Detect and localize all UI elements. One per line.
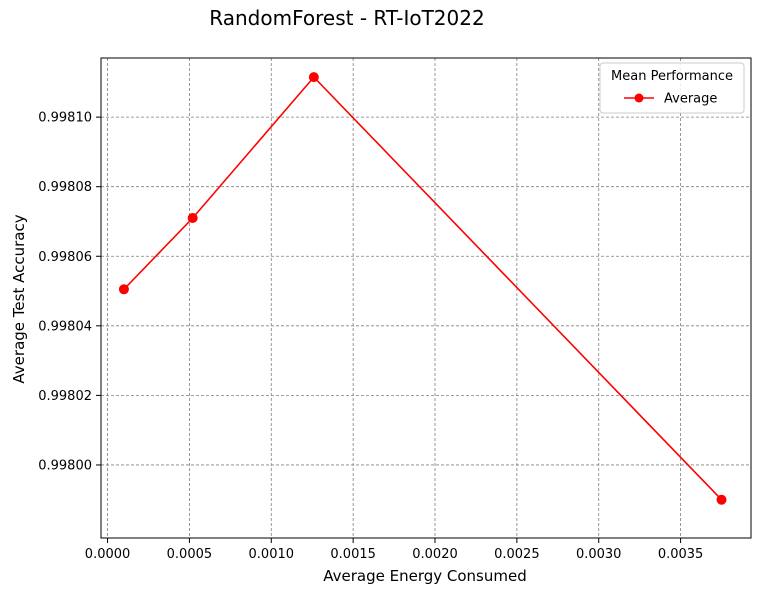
data-point [118,284,129,295]
x-tick-label: 0.0030 [576,547,622,562]
x-axis-ticks: 0.0000 0.0005 0.0010 0.0015 0.0020 0.0025 0.00… [85,538,704,562]
data-point [308,72,319,83]
y-axis-ticks: 0.99800 0.99802 0.99804 0.99806 0.99808 0.998… [38,111,101,473]
data-point [716,494,727,505]
y-tick-label: 0.99810 [38,111,92,126]
y-tick-label: 0.99802 [38,389,92,404]
series-layer [118,72,727,505]
x-axis-label: Average Energy Consumed [323,567,527,585]
x-tick-label: 0.0020 [412,547,458,562]
legend-entry-label: Average [664,92,717,107]
y-tick-label: 0.99800 [38,458,92,473]
x-tick-label: 0.0000 [85,547,131,562]
plot-frame [100,57,752,539]
y-tick-label: 0.99804 [38,319,92,334]
y-tick-label: 0.99808 [38,180,92,195]
x-tick-label: 0.0025 [494,547,540,562]
legend: Mean Performance Average [599,62,745,114]
legend-marker [634,93,644,103]
data-point [187,213,198,223]
plot-border [100,57,752,539]
x-tick-label: 0.0005 [167,547,213,562]
x-tick-label: 0.0015 [330,547,376,562]
x-tick-label: 0.0035 [658,547,704,562]
chart-title: RandomForest - RT-IoT2022 [209,6,484,30]
legend-title: Mean Performance [611,69,733,84]
y-tick-label: 0.99806 [38,250,92,265]
x-tick-label: 0.0010 [249,547,295,562]
series-line [123,75,723,501]
grid [101,58,751,538]
y-axis-label: Average Test Accuracy [10,214,28,383]
